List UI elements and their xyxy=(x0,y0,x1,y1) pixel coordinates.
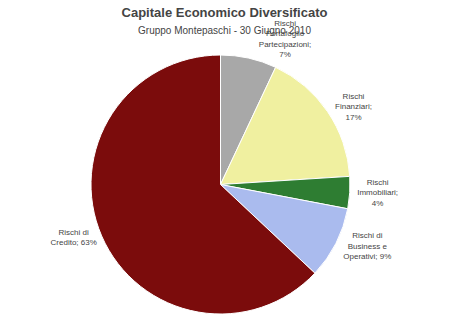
svg-text:Rischi diCredito; 63%: Rischi diCredito; 63% xyxy=(51,228,97,247)
svg-text:RischiPortafoglioPartecipazion: RischiPortafoglioPartecipazioni;7% xyxy=(259,19,311,59)
svg-text:RischiImmobiliari;4%: RischiImmobiliari;4% xyxy=(357,178,398,208)
svg-text:RischiFinanziari;17%: RischiFinanziari;17% xyxy=(335,92,372,122)
svg-text:Rischi diBusiness eOperativi;: Rischi diBusiness eOperativi; 9% xyxy=(343,231,391,261)
svg-text:Capitale Economico Diversifica: Capitale Economico DiversificatoGruppo M… xyxy=(122,5,328,36)
